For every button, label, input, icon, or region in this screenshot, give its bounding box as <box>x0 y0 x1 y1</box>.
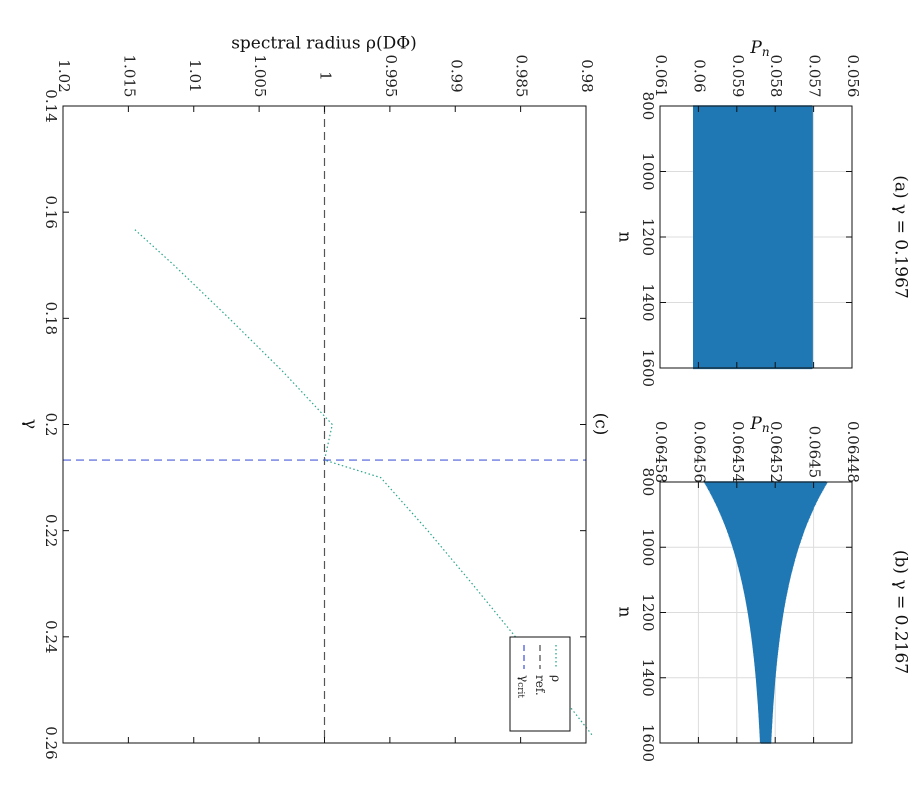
ytick-label-c-2: 0.99 <box>447 59 465 92</box>
xtick-label-c-6: 0.26 <box>42 726 60 759</box>
axes-layer <box>62 105 853 744</box>
legend-label-2: γcrit <box>516 675 532 698</box>
ytick-label-c-8: 1.02 <box>55 59 73 92</box>
xtick-label-c-4: 0.22 <box>42 514 60 547</box>
xtick-label-b-0: 800 <box>639 468 657 497</box>
xtick-label-a-4: 1600 <box>639 349 657 387</box>
panel-title-b: (b) γ = 0.2167 <box>891 550 911 674</box>
ytick-label-a-2: 0.058 <box>767 55 785 98</box>
legend-label-text-2: γ <box>518 675 532 682</box>
legend-label-text-0: ρ <box>550 675 564 682</box>
ylabel-b-main: P <box>749 414 762 434</box>
ylabel-a: Pn <box>749 38 769 59</box>
legend-box <box>509 636 571 732</box>
ytick-label-c-0: 0.98 <box>578 59 596 92</box>
xtick-label-a-0: 800 <box>639 92 657 121</box>
ytick-label-b-2: 0.06452 <box>767 421 785 483</box>
ytick-label-c-4: 1 <box>317 71 335 81</box>
ytick-label-b-0: 0.06448 <box>844 421 862 483</box>
legend-label-0: ρ <box>550 675 564 682</box>
xtick-label-b-1: 1000 <box>639 528 657 566</box>
xtick-label-c-3: 0.2 <box>42 413 60 437</box>
ytick-label-c-6: 1.01 <box>186 59 204 92</box>
xtick-label-c-2: 0.18 <box>42 302 60 335</box>
xlabel-b: n <box>615 607 635 618</box>
legend-label-text-1: ref. <box>534 675 548 696</box>
xtick-label-c-1: 0.16 <box>42 195 60 228</box>
ylabel-b-sub: n <box>762 421 770 435</box>
ylabel-a-main: P <box>749 38 762 58</box>
xtick-label-b-3: 1400 <box>639 659 657 697</box>
ytick-label-b-3: 0.06454 <box>729 421 747 483</box>
ytick-label-b-5: 0.06458 <box>652 421 670 483</box>
xlabel-a: n <box>615 232 635 243</box>
ylabel-a-sub: n <box>762 45 770 59</box>
xlabel-c: γ <box>21 419 41 429</box>
ytick-label-c-1: 0.985 <box>513 55 531 98</box>
xtick-label-b-4: 1600 <box>639 724 657 762</box>
text-layer: 800 1000 1200 1400 1600 0.056 0.057 0.058 0.059 0… <box>21 34 911 763</box>
legend-label-1: ref. <box>534 675 548 696</box>
ytick-label-c-5: 1.005 <box>251 55 269 98</box>
series-line-a <box>693 105 813 370</box>
series-layer <box>63 105 829 744</box>
xtick-label-c-5: 0.24 <box>42 620 60 653</box>
ytick-label-a-5: 0.061 <box>652 55 670 98</box>
ytick-label-c-3: 0.995 <box>382 55 400 98</box>
xtick-label-a-1: 1000 <box>639 152 657 190</box>
legend-label-sub-2: crit <box>516 682 526 698</box>
xtick-label-c-0: 0.14 <box>42 89 60 122</box>
ytick-label-b-1: 0.0645 <box>806 426 824 479</box>
ytick-label-a-4: 0.06 <box>690 59 708 92</box>
ylabel-c: spectral radius ρ(DΦ) <box>231 34 417 54</box>
ytick-label-a-1: 0.057 <box>806 55 824 98</box>
series-line-b <box>704 481 829 744</box>
xtick-label-a-3: 1400 <box>639 283 657 321</box>
ytick-label-a-3: 0.059 <box>729 55 747 98</box>
xtick-label-b-2: 1200 <box>639 593 657 631</box>
panel-title-c: (c) <box>591 413 611 436</box>
xtick-label-a-2: 1200 <box>639 218 657 256</box>
ytick-label-b-4: 0.06456 <box>690 421 708 483</box>
ytick-label-a-0: 0.056 <box>844 55 862 98</box>
panel-title-a: (a) γ = 0.1967 <box>891 175 911 299</box>
ylabel-b: Pn <box>749 414 769 435</box>
ytick-label-c-7: 1.015 <box>120 55 138 98</box>
